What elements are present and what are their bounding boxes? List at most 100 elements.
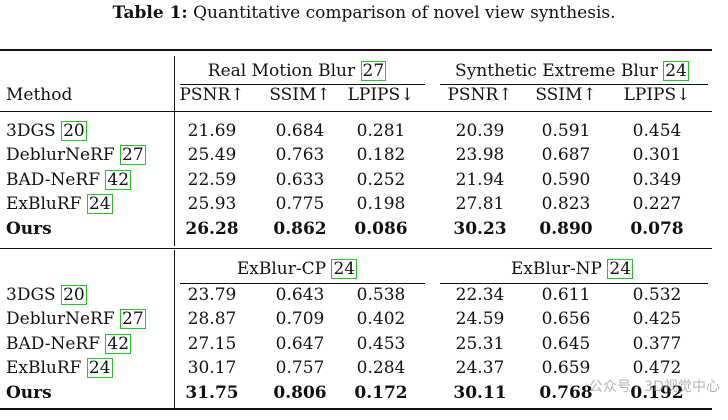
value-cell: 23.79 bbox=[187, 285, 237, 305]
method-column-header: Method bbox=[6, 85, 73, 105]
value-cell: 0.425 bbox=[632, 309, 682, 330]
method-name: DeblurNeRF bbox=[6, 145, 121, 166]
value-cell: 0.182 bbox=[356, 145, 406, 166]
value-cell: 0.078 bbox=[630, 218, 684, 239]
value-cell: 0.377 bbox=[632, 333, 682, 354]
method-name: 3DGS bbox=[6, 121, 62, 141]
value-cell: 22.59 bbox=[187, 169, 237, 190]
citation-ref[interactable]: 27 bbox=[120, 309, 146, 330]
metric-header-4: SSIM↑ bbox=[535, 85, 597, 105]
value-cell: 0.172 bbox=[354, 382, 408, 403]
value-cell: 22.34 bbox=[455, 285, 505, 305]
value-cell: 31.75 bbox=[185, 382, 239, 403]
value-cell: 0.402 bbox=[356, 309, 406, 330]
value-cell: 0.591 bbox=[541, 121, 591, 141]
method-cell: Ours bbox=[6, 382, 52, 405]
value-cell: 0.862 bbox=[273, 218, 327, 239]
value-cell: 0.538 bbox=[356, 285, 406, 305]
top-rule bbox=[0, 49, 712, 51]
citation-ref[interactable]: 42 bbox=[105, 169, 132, 190]
value-cell: 0.349 bbox=[632, 169, 682, 190]
value-cell: 25.93 bbox=[187, 194, 237, 215]
watermark: 公众号 · 3D视觉中心 bbox=[588, 379, 720, 395]
value-cell: 0.656 bbox=[541, 309, 591, 330]
value-cell: 25.31 bbox=[455, 333, 505, 354]
value-cell: 0.532 bbox=[632, 285, 682, 305]
method-cell: BAD-NeRF 42 bbox=[6, 333, 132, 356]
citation-ref[interactable]: 24 bbox=[86, 358, 113, 379]
metric-header-3: PSNR↑ bbox=[447, 85, 513, 105]
value-cell: 30.11 bbox=[453, 382, 507, 403]
value-cell: 0.284 bbox=[356, 358, 406, 379]
citation-ref[interactable]: 24 bbox=[331, 259, 358, 279]
value-cell: 24.37 bbox=[455, 358, 505, 379]
citation-ref[interactable]: 24 bbox=[607, 259, 634, 279]
value-cell: 0.890 bbox=[539, 218, 593, 239]
value-cell: 0.301 bbox=[632, 145, 682, 166]
value-cell: 0.709 bbox=[275, 309, 325, 330]
value-cell: 0.227 bbox=[632, 194, 682, 215]
group-title: Real Motion Blur bbox=[207, 61, 361, 81]
method-name: ExBluRF bbox=[6, 358, 87, 379]
method-name: DeblurNeRF bbox=[6, 309, 121, 330]
method-cell: 3DGS 20 bbox=[6, 120, 87, 143]
value-cell: 21.94 bbox=[455, 169, 505, 190]
value-cell: 0.757 bbox=[275, 358, 325, 379]
value-cell: 0.775 bbox=[275, 194, 325, 215]
value-cell: 0.192 bbox=[630, 382, 684, 403]
value-cell: 25.49 bbox=[187, 145, 237, 166]
citation-ref[interactable]: 27 bbox=[120, 145, 146, 166]
value-cell: 0.687 bbox=[541, 145, 591, 166]
value-cell: 0.633 bbox=[275, 169, 325, 190]
value-cell: 0.645 bbox=[541, 333, 591, 354]
citation-ref[interactable]: 20 bbox=[61, 121, 87, 141]
value-cell: 0.086 bbox=[354, 218, 408, 239]
group-header-exblur-cp: ExBlur-CP 24 bbox=[147, 258, 447, 281]
citation-ref[interactable]: 24 bbox=[663, 61, 689, 81]
method-divider-block-2 bbox=[174, 250, 175, 408]
header-rule bbox=[0, 111, 712, 112]
citation-ref[interactable]: 20 bbox=[61, 285, 87, 305]
metric-header-1: SSIM↑ bbox=[269, 85, 331, 105]
method-cell: DeblurNeRF 27 bbox=[6, 144, 146, 167]
group-underline-left bbox=[180, 84, 425, 85]
value-cell: 0.763 bbox=[275, 145, 325, 166]
method-cell: 3DGS 20 bbox=[6, 284, 87, 307]
table-caption: Table 1: Quantitative comparison of nove… bbox=[0, 0, 728, 26]
value-cell: 0.768 bbox=[539, 382, 593, 403]
caption-text: Quantitative comparison of novel view sy… bbox=[193, 3, 616, 23]
value-cell: 0.472 bbox=[632, 358, 682, 379]
method-name: 3DGS bbox=[6, 285, 62, 305]
citation-ref[interactable]: 27 bbox=[360, 61, 387, 81]
value-cell: 30.23 bbox=[453, 218, 507, 239]
method-name: BAD-NeRF bbox=[6, 169, 106, 190]
value-cell: 0.611 bbox=[541, 285, 591, 305]
value-cell: 27.81 bbox=[455, 194, 505, 215]
method-name: Ours bbox=[6, 218, 52, 239]
value-cell: 26.28 bbox=[185, 218, 239, 239]
group-header-synthetic-extreme-blur: Synthetic Extreme Blur 24 bbox=[422, 60, 722, 83]
value-cell: 0.590 bbox=[541, 169, 591, 190]
method-cell: ExBluRF 24 bbox=[6, 193, 113, 216]
citation-ref[interactable]: 42 bbox=[105, 333, 132, 354]
value-cell: 0.643 bbox=[275, 285, 325, 305]
method-name: ExBluRF bbox=[6, 194, 87, 215]
value-cell: 0.453 bbox=[356, 333, 406, 354]
metric-header-0: PSNR↑ bbox=[179, 85, 245, 105]
value-cell: 0.198 bbox=[356, 194, 406, 215]
value-cell: 0.252 bbox=[356, 169, 406, 190]
value-cell: 21.69 bbox=[187, 121, 237, 141]
method-cell: Ours bbox=[6, 218, 52, 241]
value-cell: 23.98 bbox=[455, 145, 505, 166]
method-divider-block-1 bbox=[174, 56, 175, 246]
value-cell: 30.17 bbox=[187, 358, 237, 379]
method-name: Ours bbox=[6, 382, 52, 403]
group-title: Synthetic Extreme Blur bbox=[455, 61, 664, 81]
value-cell: 28.87 bbox=[187, 309, 237, 330]
caption-label: Table 1: bbox=[112, 3, 188, 23]
method-cell: ExBluRF 24 bbox=[6, 357, 113, 380]
bottom-rule bbox=[0, 408, 712, 410]
value-cell: 0.647 bbox=[275, 333, 325, 354]
group-underline-right-2 bbox=[440, 283, 708, 284]
citation-ref[interactable]: 24 bbox=[86, 194, 113, 215]
